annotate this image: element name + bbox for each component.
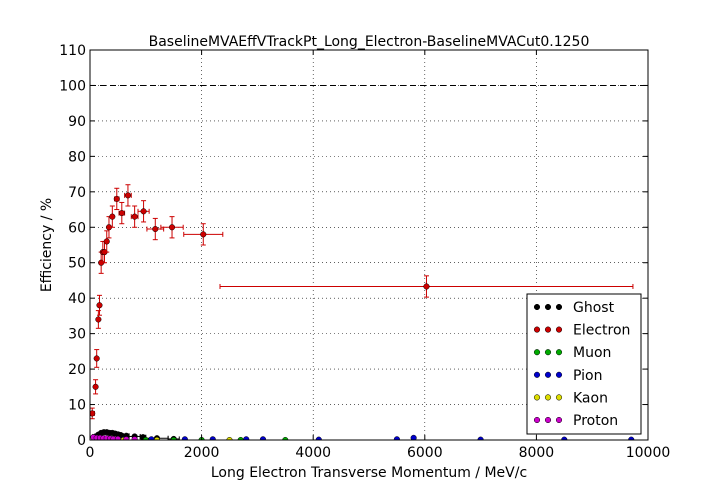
y-tick-label: 30 [68, 327, 86, 343]
legend-item-ghost: Ghost [533, 300, 615, 316]
y-tick-label: 90 [68, 114, 86, 130]
x-tick-label: 0 [86, 445, 95, 461]
plot-frame [89, 49, 649, 441]
legend-marker-proton [533, 416, 541, 424]
electron-point [113, 195, 120, 202]
legend-marker-muon [555, 349, 563, 356]
electron-point [152, 225, 159, 233]
electron-point [109, 213, 116, 220]
x-axis-label: Long Electron Transverse Momentum / MeV/… [211, 465, 527, 481]
y-axis-label: Efficiency / % [39, 198, 55, 292]
x-tick-label: 8000 [519, 445, 555, 461]
electron-point [95, 316, 102, 323]
pion-point [148, 436, 155, 440]
legend-label-pion: Pion [573, 368, 602, 384]
legend-box [526, 293, 642, 435]
legend-marker-kaon [544, 394, 552, 401]
pion-point [243, 436, 250, 440]
legend-item-electron: Electron [533, 323, 630, 339]
legend-label-kaon: Kaon [573, 390, 608, 406]
electron-point [423, 283, 430, 290]
legend-marker-proton [544, 416, 552, 424]
series-proton [90, 434, 138, 440]
pion-point [410, 434, 417, 440]
legend-marker-pion [533, 371, 541, 378]
pion-point [259, 436, 267, 440]
chart-title: BaselineMVAEffVTrackPt_Long_Electron-Bas… [149, 34, 590, 50]
muon-point [170, 436, 177, 440]
y-tick-label: 40 [68, 291, 86, 307]
y-tick-label: 50 [68, 256, 86, 272]
y-tick-label: 20 [68, 362, 86, 378]
x-tick-label: 6000 [407, 445, 443, 461]
electron-point [93, 355, 100, 362]
pion-point [393, 436, 400, 440]
electron-point [103, 238, 110, 245]
legend-label-ghost: Ghost [573, 300, 615, 316]
x-tick-label: 4000 [295, 445, 331, 461]
electron-point [131, 213, 138, 220]
legend-marker-kaon [533, 394, 541, 401]
electron-point [140, 208, 147, 215]
legend-marker-kaon [555, 394, 563, 401]
data-points [90, 184, 635, 440]
y-tick-label: 10 [68, 398, 86, 414]
pion-point [209, 436, 216, 440]
muon-point [237, 436, 244, 440]
x-tick-label: 2000 [184, 445, 220, 461]
electron-point [92, 383, 99, 390]
proton-point [114, 435, 121, 440]
muon-point [142, 436, 149, 440]
legend-marker-proton [555, 416, 563, 424]
electron-point [118, 210, 125, 217]
proton-point [131, 436, 138, 440]
electron-point [124, 192, 131, 199]
legend-item-pion: Pion [533, 368, 602, 384]
y-tick-label: 60 [68, 220, 86, 236]
legend-marker-muon [544, 349, 552, 356]
axis-ticks: 0 2000 4000 6000 8000 10000 0 10 20 30 40 50 60 70 80 9… [59, 43, 670, 461]
x-tick-label: 10000 [626, 445, 671, 461]
legend-marker-pion [544, 371, 552, 378]
proton-point [123, 436, 130, 440]
pion-point [181, 436, 188, 440]
legend-label-electron: Electron [573, 323, 630, 339]
electron-point [168, 224, 176, 231]
kaon-point [226, 436, 233, 440]
legend-marker-ghost [555, 303, 563, 311]
electron-point [200, 231, 207, 238]
y-tick-label: 100 [59, 78, 86, 94]
legend-item-proton: Proton [533, 413, 618, 429]
legend-marker-ghost [533, 303, 541, 311]
legend-marker-electron [533, 326, 541, 333]
y-tick-label: 110 [59, 43, 86, 59]
legend: Ghost Electron Muon Pion Kaon Proton [526, 293, 642, 435]
legend-marker-pion [555, 371, 563, 378]
legend-marker-electron [555, 326, 563, 333]
series-electron [90, 184, 634, 420]
y-tick-label: 80 [68, 149, 86, 165]
electron-point [96, 302, 103, 309]
legend-marker-electron [544, 326, 552, 333]
legend-marker-muon [533, 349, 541, 356]
legend-label-muon: Muon [573, 345, 611, 361]
legend-label-proton: Proton [573, 413, 618, 429]
legend-item-muon: Muon [533, 345, 611, 361]
electron-point [90, 410, 96, 417]
kaon-point [153, 436, 161, 440]
muon-point [282, 436, 289, 440]
y-tick-label: 70 [68, 185, 86, 201]
y-tick-label: 0 [77, 433, 86, 449]
legend-item-kaon: Kaon [533, 390, 608, 406]
legend-marker-ghost [544, 303, 552, 311]
